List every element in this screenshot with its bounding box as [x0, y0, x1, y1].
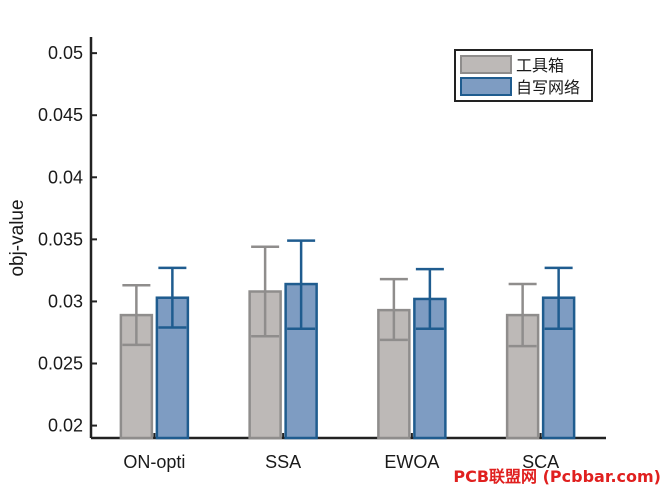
legend-label: 工具箱	[516, 56, 564, 75]
legend-swatch	[460, 77, 512, 96]
bars-group	[119, 282, 576, 440]
x-tick-label: ON-opti	[123, 452, 185, 472]
x-tick-label: SCA	[522, 452, 559, 472]
y-tick-label: 0.045	[38, 105, 83, 125]
legend-label: 自写网络	[516, 78, 580, 97]
y-axis-label: obj-value	[7, 199, 28, 276]
x-tick-label: EWOA	[384, 452, 439, 472]
y-tick-label: 0.03	[48, 291, 83, 311]
y-tick-label: 0.05	[48, 43, 83, 63]
error-bars-group	[122, 239, 573, 348]
ticks-group: 0.02 0.025 0.03 0.035 0.04 0.045 0.05 ON-opti SS…	[38, 43, 559, 472]
y-tick-label: 0.035	[38, 229, 83, 249]
y-tick-label: 0.025	[38, 354, 83, 374]
legend-swatch	[460, 55, 512, 74]
x-tick-label: SSA	[265, 452, 301, 472]
y-tick-label: 0.04	[48, 167, 83, 187]
watermark: PCB联盟网 (Pcbbar.com)	[453, 467, 661, 486]
y-tick-label: 0.02	[48, 416, 83, 436]
